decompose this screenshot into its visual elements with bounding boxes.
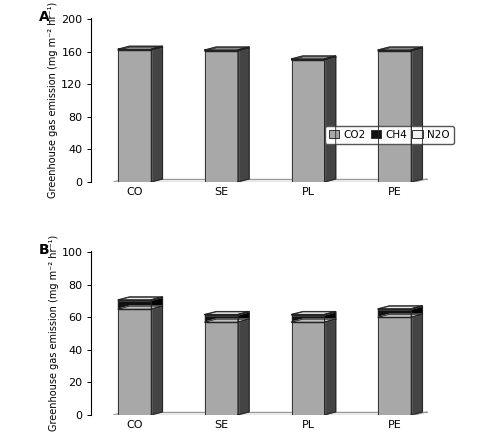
Polygon shape (377, 51, 410, 182)
Polygon shape (204, 51, 237, 182)
Polygon shape (204, 50, 237, 51)
Polygon shape (237, 319, 249, 415)
Polygon shape (291, 314, 324, 315)
Text: B: B (39, 243, 49, 256)
Polygon shape (377, 47, 421, 50)
Polygon shape (204, 312, 249, 315)
Polygon shape (114, 179, 426, 182)
Polygon shape (377, 309, 410, 317)
Polygon shape (118, 47, 162, 50)
Polygon shape (291, 322, 324, 415)
Text: A: A (39, 10, 49, 24)
Polygon shape (118, 300, 151, 309)
Polygon shape (237, 312, 249, 322)
Polygon shape (324, 56, 335, 59)
Y-axis label: Greenhouse gas emission (mg m⁻² hr⁻¹): Greenhouse gas emission (mg m⁻² hr⁻¹) (48, 2, 59, 198)
Polygon shape (291, 56, 335, 59)
Polygon shape (151, 46, 162, 50)
Polygon shape (324, 312, 335, 322)
Polygon shape (410, 47, 421, 51)
Polygon shape (151, 306, 162, 415)
Polygon shape (291, 312, 335, 315)
Polygon shape (377, 48, 421, 51)
Polygon shape (377, 317, 410, 415)
Polygon shape (151, 46, 162, 50)
Polygon shape (291, 57, 335, 60)
Polygon shape (291, 60, 324, 182)
Polygon shape (204, 311, 249, 314)
Polygon shape (151, 297, 162, 300)
Polygon shape (237, 311, 249, 315)
Polygon shape (204, 314, 237, 315)
Polygon shape (118, 46, 162, 50)
Polygon shape (118, 297, 162, 300)
Y-axis label: Greenhouse gas emission (mg m⁻² hr⁻¹): Greenhouse gas emission (mg m⁻² hr⁻¹) (48, 235, 59, 431)
Polygon shape (377, 50, 410, 51)
Polygon shape (410, 48, 421, 182)
Polygon shape (118, 297, 162, 300)
Polygon shape (291, 311, 335, 314)
Polygon shape (410, 306, 421, 309)
Polygon shape (151, 47, 162, 182)
Polygon shape (377, 47, 421, 50)
Polygon shape (324, 57, 335, 182)
Polygon shape (204, 47, 249, 50)
Polygon shape (377, 314, 421, 317)
Polygon shape (377, 306, 421, 309)
Polygon shape (204, 315, 237, 322)
Polygon shape (291, 315, 324, 322)
Polygon shape (114, 412, 426, 415)
Polygon shape (377, 306, 421, 309)
Polygon shape (291, 59, 324, 60)
Polygon shape (291, 319, 335, 322)
Polygon shape (324, 56, 335, 60)
Polygon shape (204, 47, 249, 50)
Polygon shape (324, 311, 335, 315)
Polygon shape (118, 50, 151, 182)
Polygon shape (410, 306, 421, 317)
Polygon shape (204, 322, 237, 415)
Polygon shape (410, 314, 421, 415)
Polygon shape (237, 48, 249, 182)
Polygon shape (118, 309, 151, 415)
Polygon shape (118, 306, 162, 309)
Polygon shape (237, 47, 249, 50)
Polygon shape (151, 297, 162, 309)
Polygon shape (204, 48, 249, 51)
Polygon shape (237, 47, 249, 51)
Legend: CO2, CH4, N2O: CO2, CH4, N2O (324, 125, 453, 144)
Polygon shape (118, 46, 162, 49)
Polygon shape (324, 319, 335, 415)
Polygon shape (204, 319, 249, 322)
Polygon shape (410, 47, 421, 50)
Polygon shape (291, 56, 335, 59)
